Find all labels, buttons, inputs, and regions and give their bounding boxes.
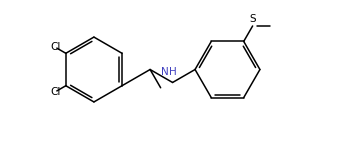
Text: H: H <box>169 67 176 77</box>
Text: Cl: Cl <box>50 87 61 97</box>
Text: S: S <box>249 14 256 24</box>
Text: Cl: Cl <box>50 42 61 52</box>
Text: N: N <box>161 67 169 77</box>
